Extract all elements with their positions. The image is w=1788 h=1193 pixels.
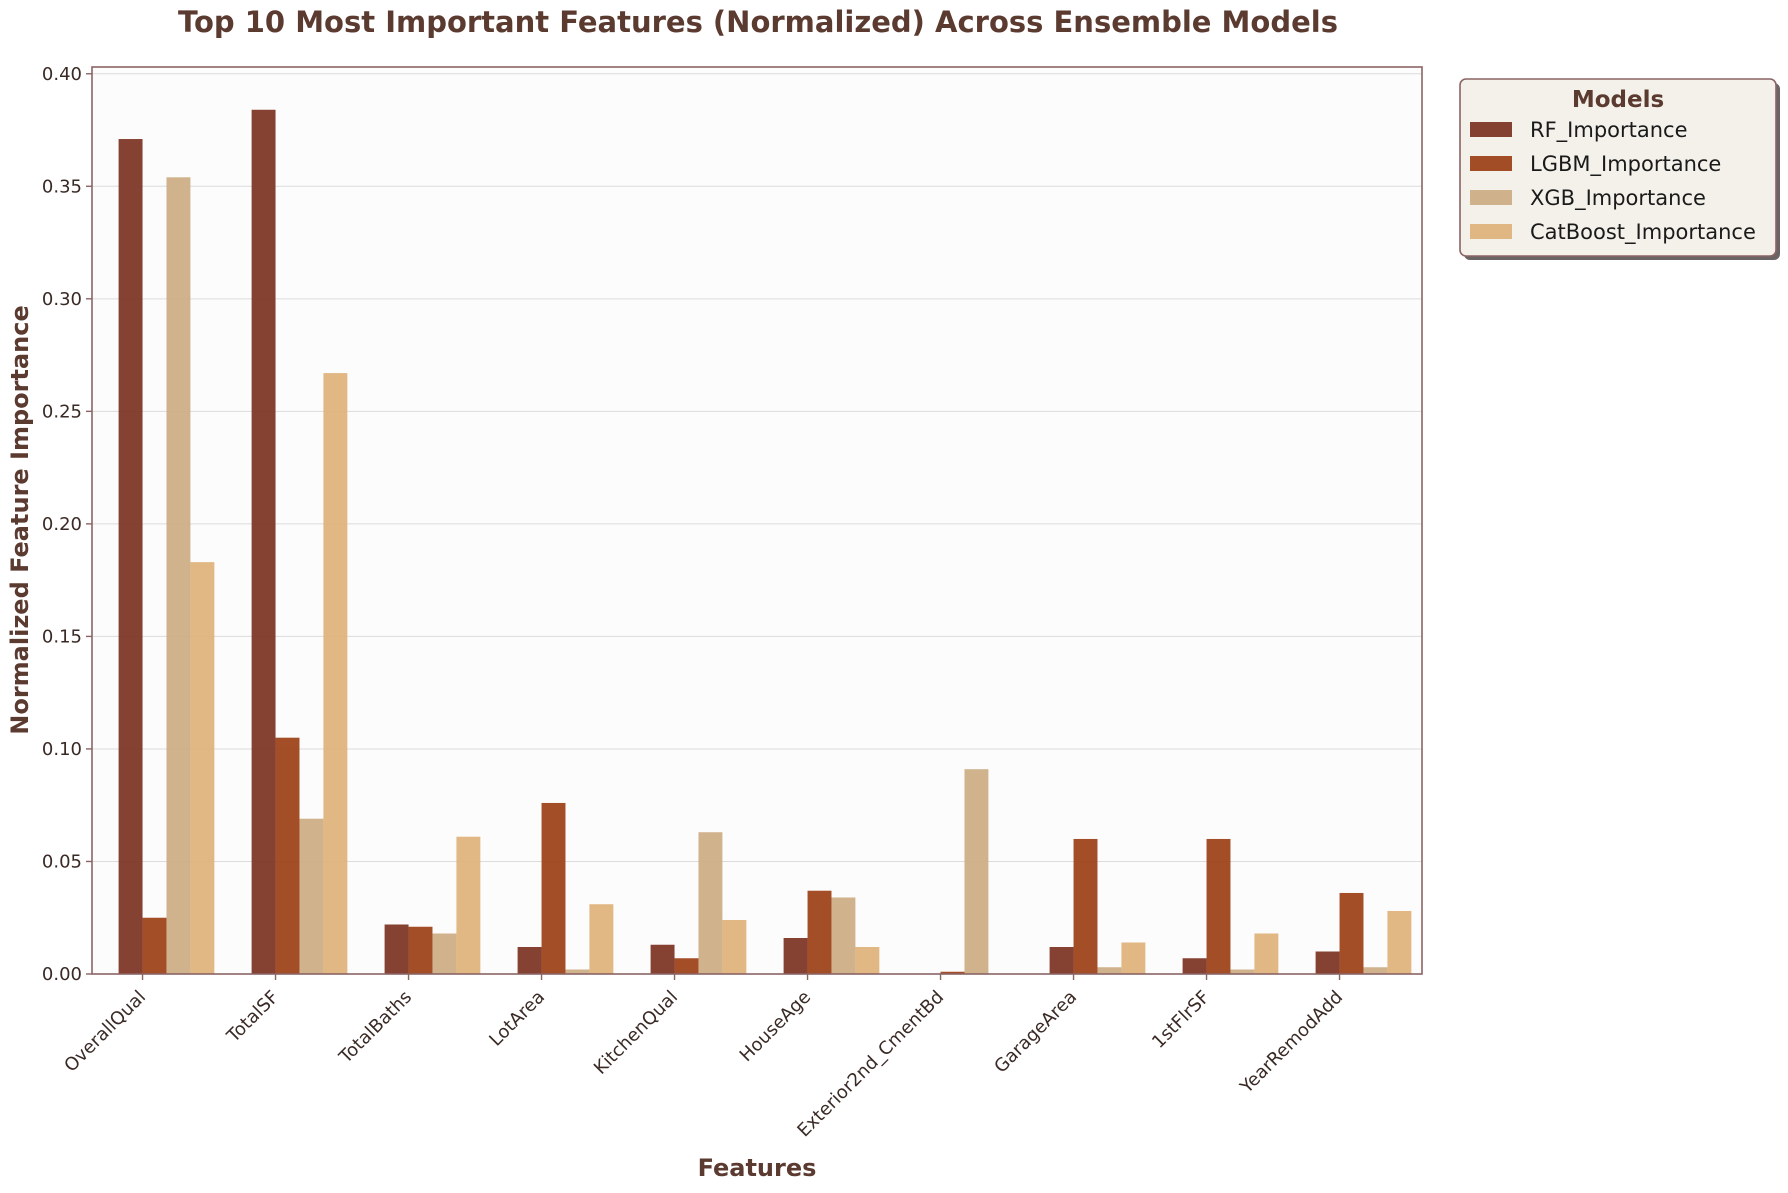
- bar: [408, 926, 433, 974]
- legend-box: [1459, 78, 1777, 257]
- y-tick-label: 0.20: [42, 514, 82, 535]
- y-tick-label: 0.10: [42, 739, 82, 760]
- x-tick-label: OverallQual: [60, 987, 150, 1077]
- bar: [964, 769, 989, 974]
- bar: [698, 832, 723, 974]
- bars: [118, 109, 1412, 975]
- bar: [1097, 967, 1122, 974]
- legend-items: RF_Importance LGBM_Importance XGB_Importan…: [1470, 118, 1756, 245]
- y-tick-label: 0.15: [42, 626, 82, 647]
- y-axis-ticks: 0.00 0.05 0.10 0.15 0.20 0.25 0.30 0.35 0.40: [42, 64, 92, 985]
- bar: [1182, 958, 1207, 974]
- legend-label: LGBM_Importance: [1530, 152, 1721, 177]
- bar: [589, 904, 614, 974]
- bar: [1387, 910, 1412, 974]
- y-tick-label: 0.25: [42, 401, 82, 422]
- bar: [432, 933, 457, 974]
- bar: [783, 937, 808, 974]
- x-tick-label: TotalBaths: [335, 987, 417, 1069]
- bar: [384, 924, 409, 974]
- legend-label: RF_Importance: [1530, 118, 1688, 143]
- bar: [1315, 951, 1340, 974]
- bar: [118, 139, 143, 975]
- y-tick-label: 0.05: [42, 851, 82, 872]
- legend-label: CatBoost_Importance: [1530, 220, 1756, 245]
- x-tick-label: Exterior2nd_CmentBd: [793, 987, 948, 1142]
- x-tick-label: 1stFlrSF: [1148, 987, 1214, 1053]
- legend-swatch: [1470, 156, 1512, 171]
- y-axis-title: Normalized Feature Importance: [6, 305, 34, 734]
- x-tick-label: HouseAge: [736, 987, 815, 1066]
- bar: [807, 890, 832, 974]
- y-tick-label: 0.30: [42, 289, 82, 310]
- x-axis-ticks: OverallQual TotalSF TotalBaths LotArea Kitch…: [60, 974, 1347, 1141]
- bar: [1206, 838, 1231, 974]
- bar: [1339, 892, 1364, 974]
- x-tick-label: YearRemodAdd: [1236, 987, 1348, 1099]
- bar: [275, 737, 300, 974]
- bar: [1121, 942, 1146, 974]
- x-tick-label: LotArea: [485, 987, 549, 1051]
- bar: [1073, 838, 1098, 974]
- chart-title: Top 10 Most Important Features (Normaliz…: [178, 5, 1338, 39]
- y-tick-label: 0.35: [42, 176, 82, 197]
- bar: [940, 971, 965, 974]
- bar: [541, 802, 566, 974]
- bar: [1363, 967, 1388, 974]
- bar: [456, 836, 481, 974]
- legend: Models RF_Importance LGBM_Importance XGB_I…: [1459, 78, 1780, 260]
- y-tick-label: 0.40: [42, 64, 82, 85]
- legend-swatch: [1470, 224, 1512, 239]
- x-tick-label: TotalSF: [222, 987, 283, 1048]
- bar: [142, 917, 167, 974]
- bar: [674, 958, 699, 974]
- bar: [323, 373, 348, 975]
- legend-swatch: [1470, 190, 1512, 205]
- bar: [1230, 969, 1255, 974]
- x-tick-label: GarageArea: [990, 987, 1081, 1078]
- bar: [1049, 946, 1074, 974]
- bar: [722, 919, 747, 974]
- bar: [565, 969, 590, 974]
- bar: [166, 177, 191, 974]
- x-tick-label: KitchenQual: [590, 987, 682, 1079]
- bar: [831, 897, 856, 974]
- bar: [299, 818, 324, 974]
- bar: [517, 946, 542, 974]
- x-axis-title: Features: [698, 1154, 817, 1182]
- bar: [855, 946, 880, 974]
- bar: [650, 944, 675, 974]
- legend-label: XGB_Importance: [1530, 186, 1706, 211]
- bar: [1254, 933, 1279, 974]
- bar: [251, 109, 276, 975]
- legend-title: Models: [1572, 87, 1664, 113]
- plot-border: [91, 66, 1423, 975]
- y-tick-label: 0.00: [42, 964, 82, 985]
- legend-swatch: [1470, 122, 1512, 137]
- bar: [190, 562, 215, 974]
